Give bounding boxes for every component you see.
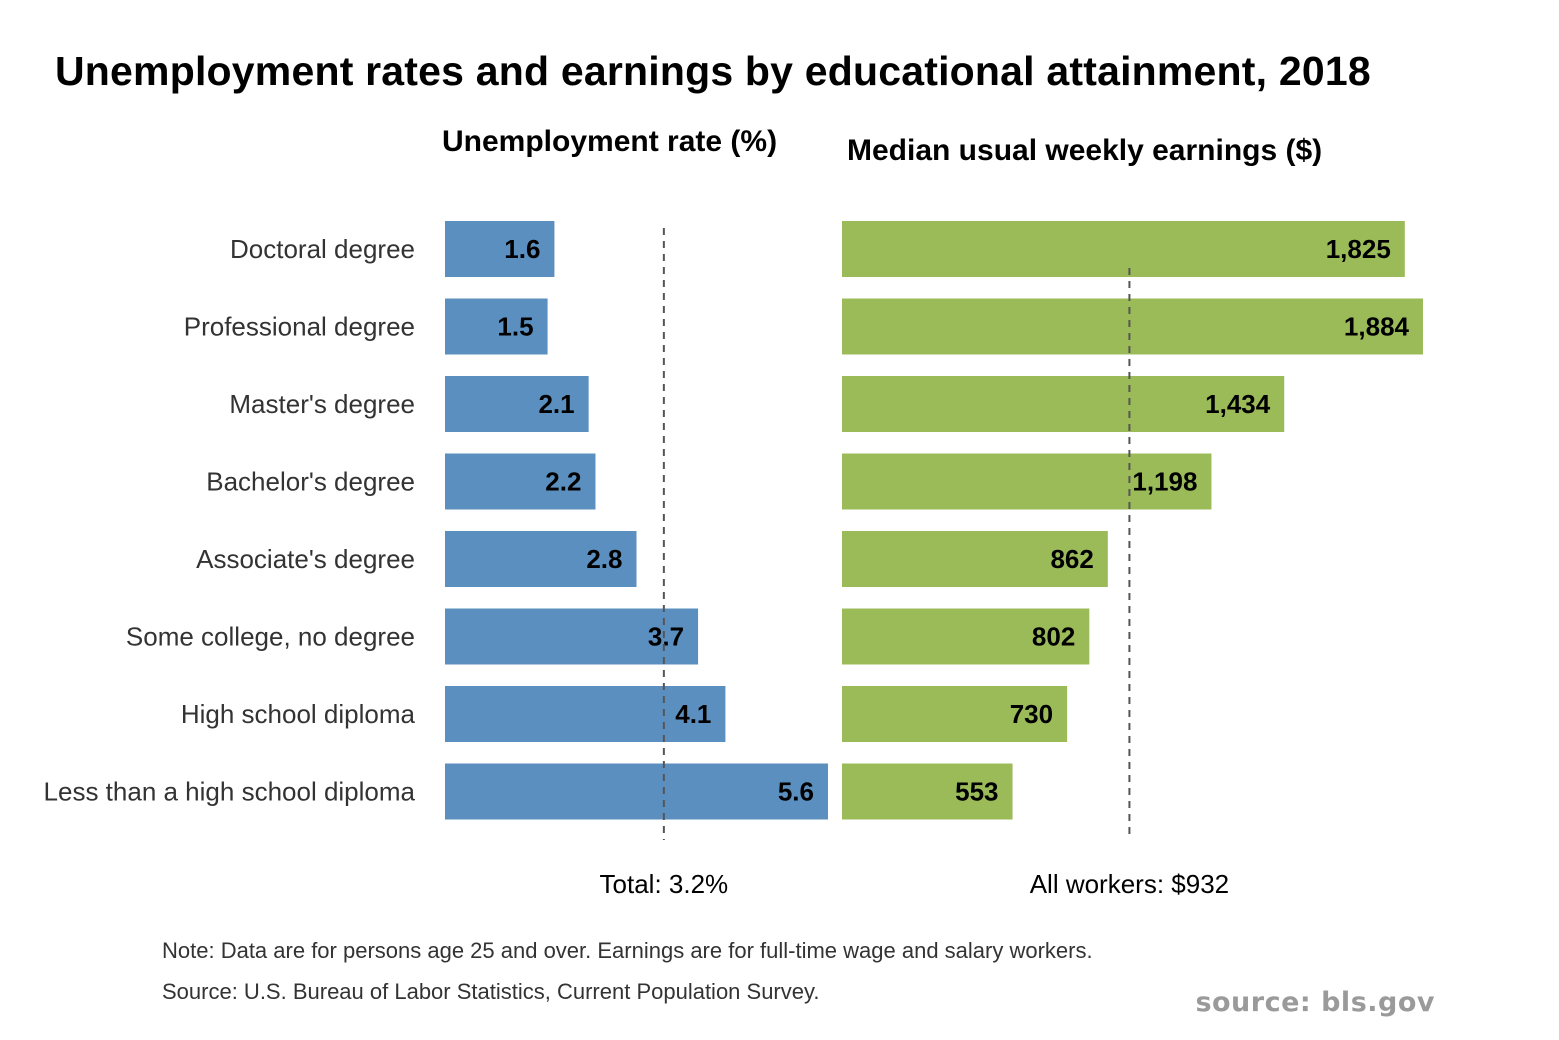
unemployment-value-label: 3.7 bbox=[648, 622, 684, 652]
earnings-bar bbox=[842, 298, 1423, 355]
earnings-panel: 1,825 1,884 1,434 1,198 862 802 730 553 All work… bbox=[842, 221, 1423, 899]
watermark: source: bls.gov bbox=[1195, 987, 1435, 1018]
earnings-value-label: 862 bbox=[1050, 544, 1093, 574]
chart-title: Unemployment rates and earnings by educa… bbox=[55, 48, 1371, 94]
unemployment-bar bbox=[445, 763, 828, 820]
unemployment-value-label: 1.6 bbox=[504, 234, 540, 264]
category-label: Associate's degree bbox=[196, 544, 415, 574]
category-label: Bachelor's degree bbox=[206, 467, 415, 497]
earnings-value-label: 802 bbox=[1032, 622, 1075, 652]
unemployment-reference-label: Total: 3.2% bbox=[600, 869, 729, 899]
earnings-value-label: 1,825 bbox=[1326, 234, 1391, 264]
chart-source: Source: U.S. Bureau of Labor Statistics,… bbox=[162, 979, 820, 1004]
unemployment-value-label: 4.1 bbox=[675, 699, 711, 729]
unemployment-bar bbox=[445, 686, 726, 742]
unemployment-bar bbox=[445, 531, 637, 587]
earnings-bar bbox=[842, 608, 1090, 665]
unemployment-panel-title: Unemployment rate (%) bbox=[442, 125, 778, 158]
category-label: Professional degree bbox=[184, 312, 415, 342]
category-label: Master's degree bbox=[229, 389, 415, 419]
earnings-value-label: 1,198 bbox=[1132, 467, 1197, 497]
earnings-reference-label: All workers: $932 bbox=[1030, 869, 1229, 899]
unemployment-value-label: 1.5 bbox=[497, 312, 533, 342]
earnings-value-label: 553 bbox=[955, 777, 998, 807]
earnings-panel-title: Median usual weekly earnings ($) bbox=[847, 134, 1323, 167]
unemployment-bar bbox=[445, 376, 589, 432]
earnings-bar bbox=[842, 376, 1285, 432]
chart-note: Note: Data are for persons age 25 and ov… bbox=[162, 938, 1093, 963]
earnings-value-label: 1,884 bbox=[1344, 312, 1410, 342]
earnings-bar bbox=[842, 763, 1013, 820]
category-label: Less than a high school diploma bbox=[44, 777, 416, 807]
unemployment-value-label: 2.2 bbox=[545, 467, 581, 497]
unemployment-bar bbox=[445, 608, 699, 665]
earnings-value-label: 730 bbox=[1010, 699, 1053, 729]
category-label: Doctoral degree bbox=[230, 234, 415, 264]
earnings-bar bbox=[842, 221, 1405, 277]
unemployment-value-label: 5.6 bbox=[778, 777, 814, 807]
earnings-bar bbox=[842, 531, 1108, 587]
category-labels: Doctoral degree Professional degree Master… bbox=[44, 234, 416, 807]
earnings-value-label: 1,434 bbox=[1205, 389, 1271, 419]
category-label: Some college, no degree bbox=[126, 622, 415, 652]
category-label: High school diploma bbox=[181, 699, 416, 729]
earnings-bar bbox=[842, 453, 1212, 510]
earnings-bar bbox=[842, 686, 1068, 742]
unemployment-value-label: 2.1 bbox=[538, 389, 574, 419]
unemployment-bar bbox=[445, 453, 596, 510]
unemployment-value-label: 2.8 bbox=[586, 544, 622, 574]
unemployment-panel: 1.6 1.5 2.1 2.2 2.8 3.7 4.1 5.6 Total: 3.2% bbox=[445, 221, 828, 899]
unemployment-bar bbox=[445, 221, 555, 277]
unemployment-bar bbox=[445, 298, 548, 355]
